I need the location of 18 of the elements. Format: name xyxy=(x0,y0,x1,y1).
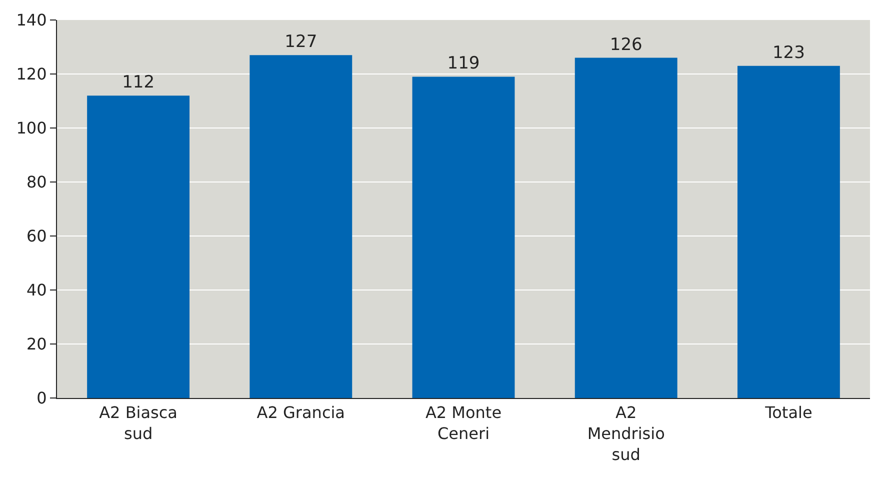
data-label: 123 xyxy=(772,42,805,63)
y-tick-label: 100 xyxy=(16,118,47,138)
data-label: 126 xyxy=(610,34,642,55)
y-tick-label: 120 xyxy=(16,64,47,84)
y-tick-label: 140 xyxy=(16,10,47,30)
x-tick-label: A2 Grancia xyxy=(256,403,345,422)
data-label: 127 xyxy=(284,32,318,52)
x-tick-label: A2 Mendrisio sud xyxy=(587,403,665,464)
data-label: 119 xyxy=(447,54,480,74)
x-tick-label: A2 Biasca sud xyxy=(99,403,178,443)
y-tick-label: 20 xyxy=(26,334,47,354)
y-tick-label: 60 xyxy=(26,226,47,246)
x-tick-label: A2 Monte Ceneri xyxy=(425,403,502,443)
y-tick-label: 0 xyxy=(36,388,47,408)
y-tick-label: 80 xyxy=(26,172,47,192)
data-label: 112 xyxy=(122,72,155,93)
x-tick-label: Totale xyxy=(764,403,812,422)
y-tick-label: 40 xyxy=(26,280,47,300)
